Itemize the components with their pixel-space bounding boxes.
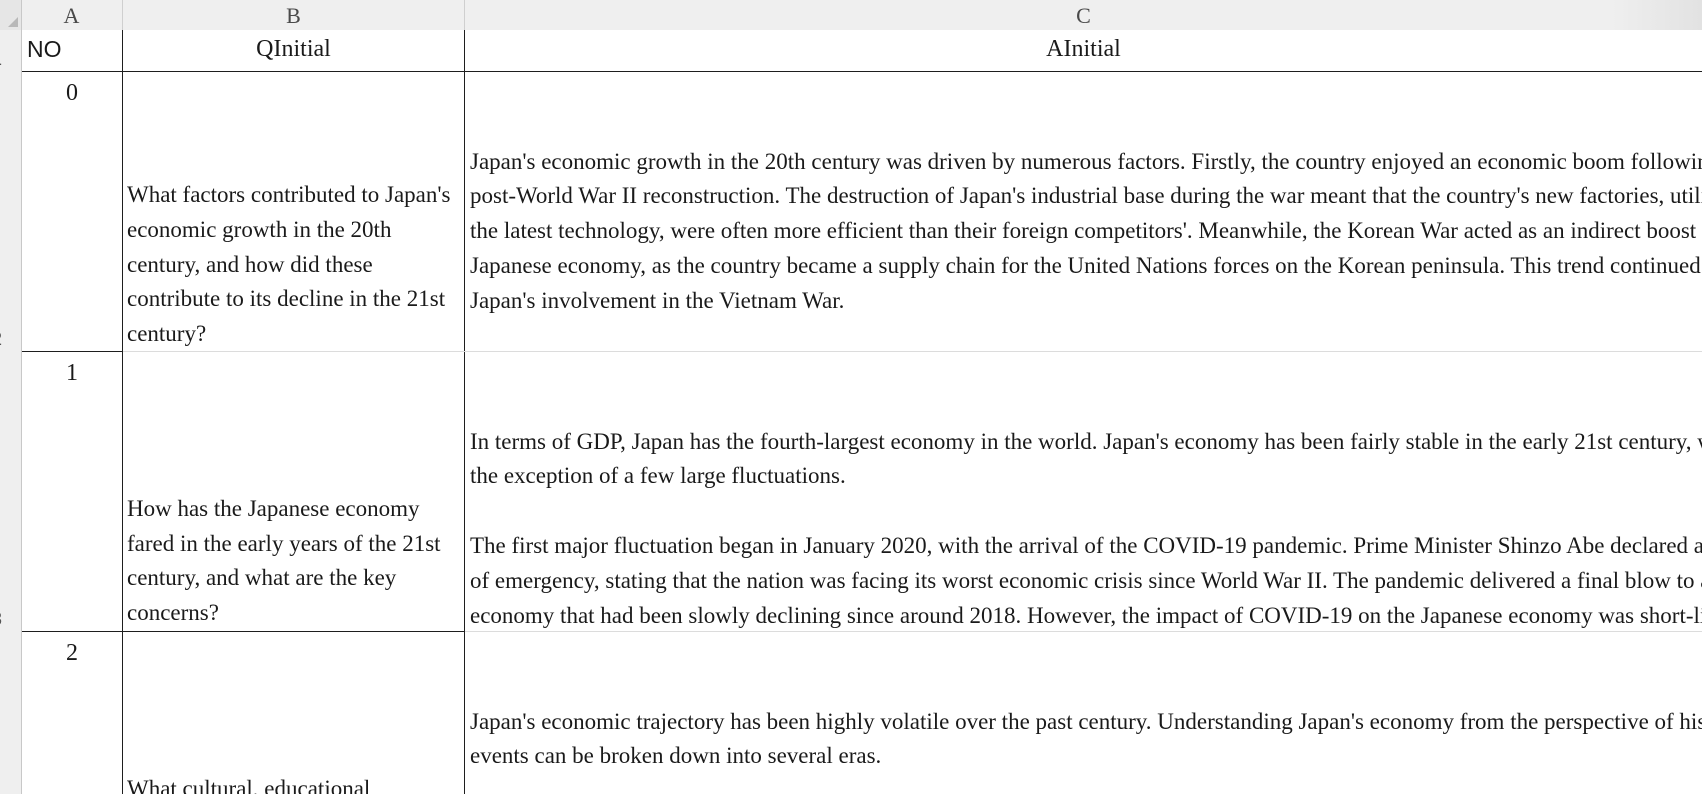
row-header-3-label: 3 <box>0 609 2 630</box>
cell-c3-text: In terms of GDP, Japan has the fourth-la… <box>470 428 1702 628</box>
cell-c4[interactable]: Japan's economic trajectory has been hig… <box>465 632 1702 794</box>
cell-c2-text: Japan's economic growth in the 20th cent… <box>470 148 1702 313</box>
column-header-b[interactable]: B <box>123 0 465 30</box>
row-header-2-label: 2 <box>0 329 2 350</box>
cell-b1[interactable]: QInitial <box>123 30 465 72</box>
cell-b4-text: What cultural, educational <box>127 776 371 794</box>
cell-c4-text: Japan's economic trajectory has been hig… <box>470 708 1702 769</box>
cell-a3[interactable]: 1 <box>22 352 123 632</box>
cell-b4[interactable]: What cultural, educational <box>123 632 465 794</box>
row-header-3[interactable]: 3 <box>0 352 21 632</box>
cell-b2-text: What factors contributed to Japan's econ… <box>127 182 451 347</box>
cell-a1[interactable]: NO <box>22 30 123 72</box>
cell-c2[interactable]: Japan's economic growth in the 20th cent… <box>465 72 1702 352</box>
cell-c3[interactable]: In terms of GDP, Japan has the fourth-la… <box>465 352 1702 632</box>
column-header-a[interactable]: A <box>21 0 123 30</box>
gridline-b2-bottom <box>123 351 465 352</box>
header-edge-shadow <box>1612 0 1702 30</box>
cell-a4[interactable]: 2 <box>22 632 123 794</box>
cell-b3-text: How has the Japanese economy fared in th… <box>127 495 441 626</box>
row-header-1-label: 1 <box>0 49 2 70</box>
column-header-c[interactable]: C <box>1076 3 1091 28</box>
row-header-bar <box>0 30 22 794</box>
select-all-corner[interactable] <box>0 0 22 30</box>
cell-b2[interactable]: What factors contributed to Japan's econ… <box>123 72 465 352</box>
cell-c1[interactable]: AInitial <box>465 30 1702 72</box>
cell-a2[interactable]: 0 <box>22 72 123 352</box>
row-header-1[interactable]: 1 <box>0 30 21 72</box>
row-header-2[interactable]: 2 <box>0 72 21 352</box>
select-all-triangle-icon <box>8 17 18 27</box>
cell-b3[interactable]: How has the Japanese economy fared in th… <box>123 352 465 632</box>
